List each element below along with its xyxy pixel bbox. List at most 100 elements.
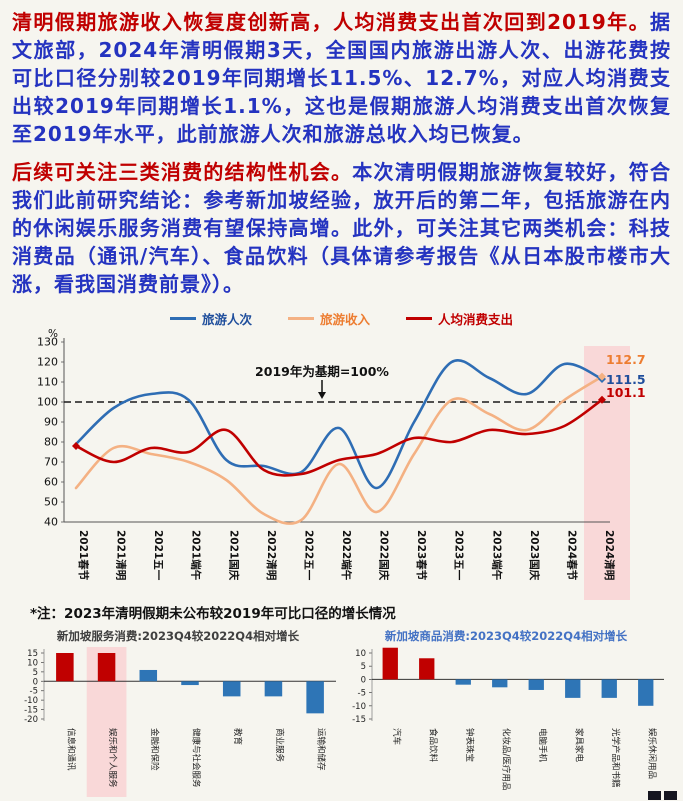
- bar: [455, 679, 471, 685]
- x-category-label: 运输和储存: [316, 728, 327, 771]
- x-category-label: 娱乐休闲用品: [646, 728, 657, 779]
- y-tick-label: -15: [24, 706, 38, 716]
- x-category-label: 健康与社会服务: [191, 728, 202, 788]
- y-tick-label: 5: [361, 662, 366, 672]
- y-tick-label: -15: [352, 715, 366, 725]
- y-tick-label: 100: [37, 396, 58, 409]
- y-tick-label: -10: [352, 702, 366, 712]
- x-tick-label: 2021清明: [115, 530, 128, 580]
- y-tick-label: 110: [37, 376, 58, 389]
- x-tick-label: 2023春节: [415, 530, 428, 581]
- x-category-label: 金融和保险: [149, 728, 160, 771]
- data-point-marker: [597, 395, 606, 404]
- end-value-label: 101.1: [606, 385, 646, 400]
- bar: [565, 679, 581, 698]
- y-tick-label: 130: [37, 336, 58, 349]
- x-tick-label: 2023端午: [490, 530, 503, 581]
- y-tick-label: 0: [33, 677, 38, 687]
- paragraph-1-body: 据文旅部，2024年清明假期3天，全国国内旅游出游人次、出游花费按可比口径分别较…: [12, 10, 671, 146]
- tourism-recovery-line-chart: %130 120 110 100 90 80 70 60 50 40 2019年为基期=100% 11…: [37, 328, 646, 600]
- x-category-label: 光学产品和书籍: [610, 728, 621, 788]
- bar: [419, 658, 435, 680]
- bar-chart-services-title: 新加坡服务消费:2023Q4较2022Q4相对增长: [56, 629, 300, 643]
- x-category-label: 教育: [232, 728, 243, 745]
- down-arrow-head-icon: [318, 392, 326, 399]
- y-tick-label: 90: [44, 416, 58, 429]
- legend-line-swatch-blue: [169, 316, 196, 320]
- series-line-2: [74, 398, 604, 477]
- x-category-label: 信息和通讯: [65, 728, 76, 771]
- x-category-label: 汽车: [391, 728, 402, 745]
- legend-label-spending-per-capita: 人均消费支出: [438, 311, 514, 327]
- x-category-label: 家具家电: [573, 728, 584, 763]
- legend-item-spending-per-capita: 人均消费支出: [406, 309, 513, 328]
- chart-note: *注：2023年清明假期未公布较2019年可比口径的增长情况: [30, 606, 396, 622]
- x-tick-label: 2021春节: [77, 530, 90, 581]
- data-point-marker: [597, 372, 606, 381]
- x-category-label: 娱乐和个人服务: [107, 728, 118, 788]
- logo-block-icon: [648, 791, 661, 800]
- y-tick-label: -5: [358, 689, 366, 699]
- series-line-0: [74, 359, 604, 490]
- x-category-label: 化妆品/医疗用品: [500, 728, 511, 790]
- x-tick-label: 2022端午: [340, 530, 353, 581]
- y-tick-label: -5: [30, 687, 38, 697]
- legend-line-swatch-orange: [287, 316, 314, 320]
- bar: [222, 681, 241, 697]
- y-tick-label: 10: [355, 649, 366, 659]
- y-tick-label: 40: [44, 516, 58, 529]
- legend-item-tourism-revenue: 旅游收入: [287, 309, 370, 328]
- y-tick-label: -10: [24, 696, 38, 706]
- highlight-band-2024-qingming: [584, 346, 630, 600]
- legend-label-tourist-trips: 旅游人次: [201, 311, 252, 327]
- y-tick-label: 0: [361, 675, 366, 685]
- x-tick-label: 2021端午: [190, 530, 203, 581]
- x-tick-label: 2024清明: [603, 530, 616, 580]
- line-chart-block: 旅游人次 旅游收入 人均消费支出 % 130 120 110 100 90 80 70 60 50…: [12, 308, 671, 600]
- x-category-label: 食品饮料: [427, 728, 438, 763]
- bar: [492, 679, 508, 688]
- y-tick-label: 60: [44, 476, 58, 489]
- x-category-label: 商业服务: [274, 728, 285, 763]
- y-tick-label: 50: [44, 496, 58, 509]
- bar: [306, 681, 324, 714]
- singapore-goods-bar-chart: 10 5 0 -5 -10 -15 汽车 食品饮料 钟表珠宝 化妆品/医疗用品 电脑手机 家具家电 光学…: [352, 647, 664, 790]
- bar: [56, 653, 74, 682]
- bar: [139, 669, 158, 682]
- bar-chart-goods-title: 新加坡商品消费:2023Q4较2022Q4相对增长: [384, 629, 628, 643]
- x-tick-label: 2023国庆: [528, 530, 541, 581]
- y-axis-unit: %: [48, 328, 58, 340]
- x-tick-label: 2022五一: [302, 530, 314, 581]
- y-tick-label: 15: [27, 649, 38, 659]
- y-tick-label: -20: [24, 715, 38, 725]
- y-tick-label: 5: [33, 668, 38, 678]
- x-category-label: 钟表珠宝: [464, 728, 475, 762]
- paragraph-2-body: 本次清明假期旅游恢复较好，符合我们此前研究结论：参考新加坡经验，放开后的第二年，…: [12, 160, 672, 296]
- legend-line-swatch-red: [406, 316, 432, 320]
- end-value-label: 112.7: [606, 352, 646, 367]
- bar-chart-singapore-goods: 新加坡商品消费:2023Q4较2022Q4相对增长 10 5 0 -5 -10 -15 汽车…: [342, 628, 670, 801]
- footer-logo-fragment: [648, 791, 677, 800]
- bar: [528, 679, 544, 690]
- bar: [97, 653, 116, 682]
- bar: [264, 681, 283, 697]
- x-tick-label: 2021国庆: [227, 530, 240, 581]
- y-tick-label: 10: [27, 658, 38, 668]
- paragraph-2: 后续可关注三类消费的结构性机会。本次清明假期旅游恢复较好，符合我们此前研究结论：…: [12, 158, 671, 298]
- bar-charts-row: 新加坡服务消费:2023Q4较2022Q4相对增长 15 10 5 0 -5 -10 -15…: [12, 628, 671, 801]
- bar: [638, 679, 654, 706]
- bar: [601, 679, 617, 698]
- data-point-marker: [72, 442, 80, 450]
- headline-1: 清明假期旅游收入恢复度创新高，人均消费支出首次回到2019年。: [12, 10, 650, 34]
- legend-item-tourist-trips: 旅游人次: [169, 309, 252, 328]
- series-line-1: [74, 375, 604, 525]
- bar: [382, 647, 398, 680]
- x-tick-label: 2024春节: [565, 530, 578, 581]
- x-tick-label: 2021五一: [152, 530, 164, 581]
- legend-label-tourism-revenue: 旅游收入: [319, 311, 370, 327]
- headline-2: 后续可关注三类消费的结构性机会。: [12, 160, 353, 184]
- logo-block-icon: [664, 791, 677, 800]
- paragraph-1: 清明假期旅游收入恢复度创新高，人均消费支出首次回到2019年。据文旅部，2024…: [12, 8, 671, 148]
